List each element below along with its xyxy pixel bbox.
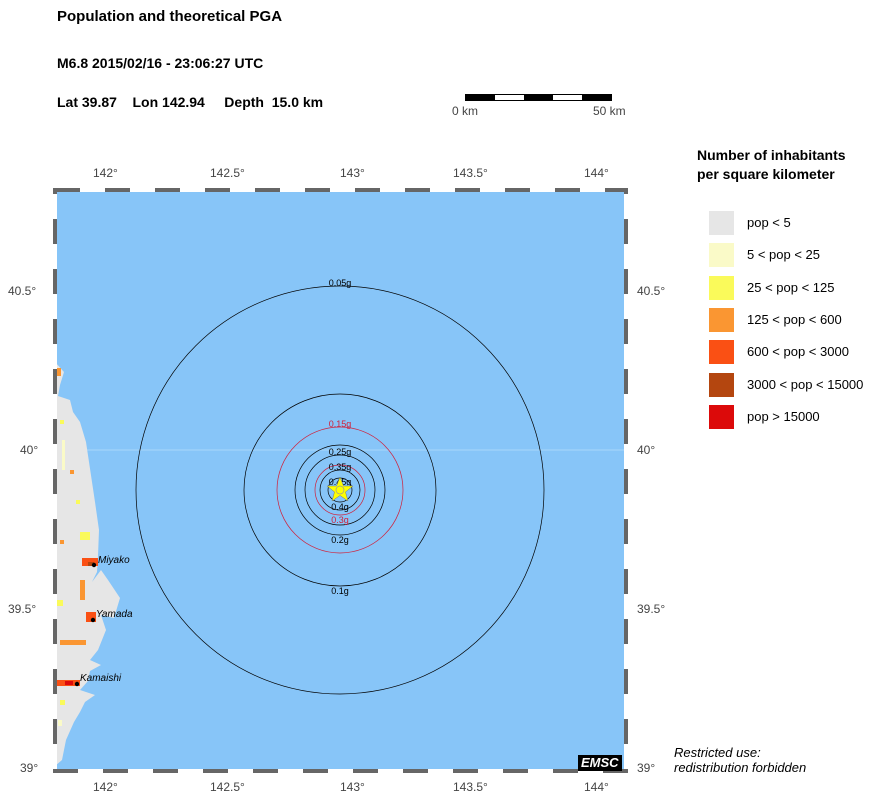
lon-tick-top: 143.5° [453,166,488,180]
legend-swatch [709,404,734,429]
lat-tick-right: 40.5° [637,284,666,298]
lon-tick-top: 142.5° [210,166,245,180]
legend-swatch [709,340,734,365]
contour-label: 0.05g [329,278,352,288]
contour-label: 0.15g [329,419,352,429]
lat-tick-right: 39.5° [637,602,666,616]
contour-label: 0.4g [331,502,349,512]
scale-start-label: 0 km [452,104,479,118]
location-info: Lat 39.87 Lon 142.94 Depth 15.0 km [57,94,324,110]
legend-label: 3000 < pop < 15000 [747,376,864,392]
city-kamaishi: Kamaishi [74,673,122,687]
contour-label: 0.3g [331,515,349,525]
scale-end-label: 50 km [593,104,626,118]
contour-label: 0.1g [331,586,349,596]
lon-tick-top: 142° [93,166,118,180]
contour-0.35g [319,469,361,511]
usage-note-line: Restricted use: [674,745,761,760]
contour-label: 0.2g [331,535,349,545]
usage-note-line: redistribution forbidden [674,760,807,775]
map-frame [53,188,628,773]
lat-tick-left: 39.5° [8,602,37,616]
lon-tick-bottom: 144° [584,780,609,794]
lon-tick-bottom: 142° [93,780,118,794]
lat-tick-right: 39° [637,761,656,775]
lon-tick-bottom: 142.5° [210,780,245,794]
contour-0.2g [294,444,386,536]
legend-label: pop < 5 [747,215,791,230]
contour-0.05g [135,285,545,695]
legend-label: 125 < pop < 600 [747,311,842,327]
lon-tick-bottom: 143.5° [453,780,488,794]
legend-label: 25 < pop < 125 [747,279,835,295]
legend-title-line: per square kilometer [697,166,835,182]
lat-tick-left: 40° [20,443,39,457]
contour-label: 0.25g [329,447,352,457]
legend-label: pop > 15000 [747,408,820,424]
contour-0.1g [243,393,437,587]
svg-text:Miyako: Miyako [98,555,130,566]
legend-label: 600 < pop < 3000 [747,344,849,360]
svg-text:Yamada: Yamada [96,609,133,620]
legend-swatch [709,307,734,332]
legend-swatch [709,243,734,268]
legend-label: 5 < pop < 25 [747,247,821,263]
contour-0.25g [304,454,376,526]
city-miyako: Miyako [91,555,130,568]
legend-swatch [709,372,734,397]
epicenter-marker [335,485,345,495]
lon-tick-bottom: 143° [340,780,365,794]
scale-bar [465,94,612,101]
event-info: M6.8 2015/02/16 - 23:06:27 UTC [57,55,264,71]
svg-text:Kamaishi: Kamaishi [80,673,122,684]
contour-0.3g [314,464,366,516]
usage-note: Restricted use: redistribution forbidden [674,745,806,775]
lat-tick-right: 40° [637,443,656,457]
lat-tick-left: 40.5° [8,284,37,298]
figure-title: Population and theoretical PGA [57,8,283,25]
legend-swatch [709,275,734,300]
epicenter-star-icon [326,476,354,502]
lon-tick-top: 144° [584,166,609,180]
legend-title: Number of inhabitants per square kilomet… [697,146,846,184]
population-cells [55,368,98,726]
emsc-logo: EMSC [578,755,622,771]
contour-0.15g [276,426,404,554]
legend-title-line: Number of inhabitants [697,147,846,163]
contour-label: 0.35g [329,462,352,472]
legend-swatch [709,211,734,235]
lat-tick-left: 39° [20,761,39,775]
lon-tick-top: 143° [340,166,365,180]
city-yamada: Yamada [90,609,133,623]
